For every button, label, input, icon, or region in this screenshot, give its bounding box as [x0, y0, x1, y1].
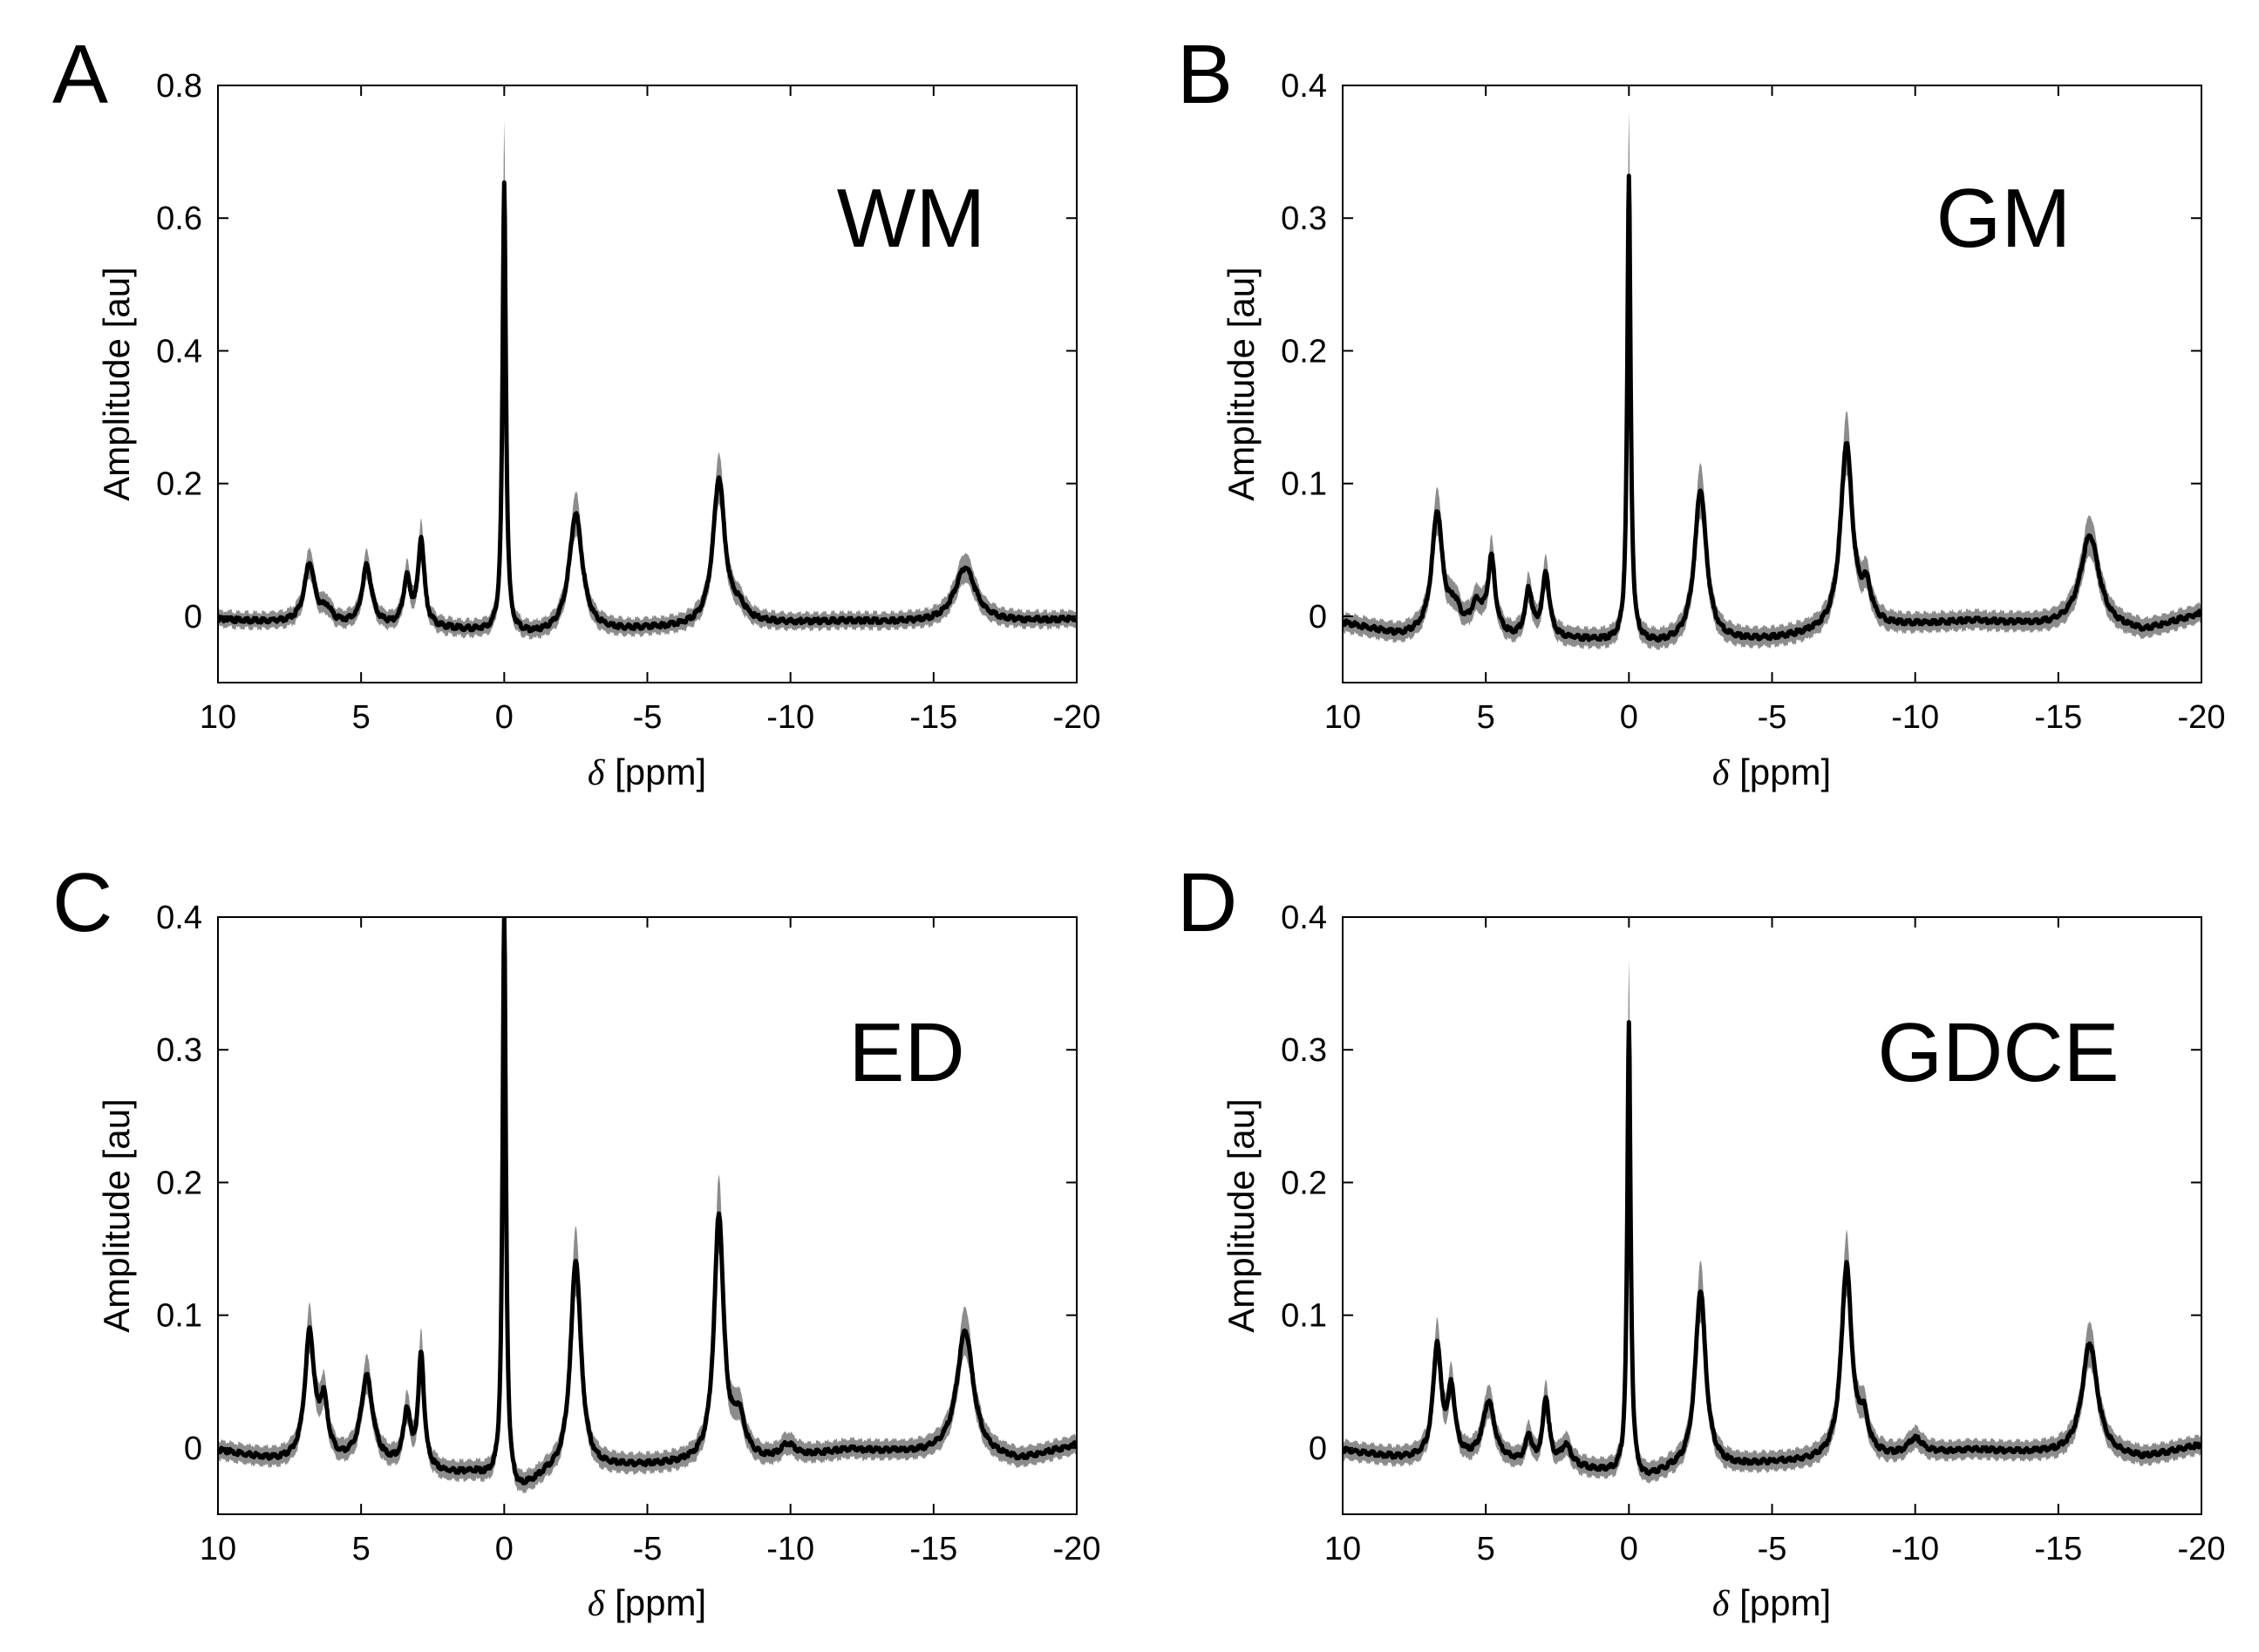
x-axis-label: δ [ppm]: [588, 1582, 706, 1624]
y-tick-label: 0.3: [1281, 1032, 1327, 1069]
x-axis-label: δ [ppm]: [1712, 751, 1831, 793]
x-tick-label: -20: [1053, 1531, 1101, 1567]
y-tick-label: 0.4: [156, 900, 202, 936]
x-tick-label: -15: [2034, 1531, 2082, 1567]
x-axis-symbol: δ: [588, 753, 606, 793]
x-axis-label: δ [ppm]: [588, 751, 706, 793]
y-tick-label: 0.3: [156, 1032, 202, 1069]
y-tick-label: 0.3: [1281, 201, 1327, 237]
x-tick-label: -15: [909, 1531, 957, 1567]
y-tick-label: 0.1: [1281, 1298, 1327, 1335]
mean-spectrum-line: [218, 180, 1077, 634]
panel-c: C 10 5 0 -5 -10 -15 -20 0 0.1 0.2 0.3 0.4 ED Amplit…: [52, 856, 1101, 1624]
region-label: GDCE: [1877, 1006, 2119, 1099]
y-tick-label: 0.4: [156, 333, 202, 370]
x-tick-label: 5: [1477, 699, 1495, 736]
panel-letter: A: [52, 28, 108, 121]
panel-letter: D: [1177, 856, 1237, 949]
x-tick-label: 0: [1620, 1531, 1638, 1567]
x-tick-label: 10: [1324, 1531, 1361, 1567]
x-tick-label: 0: [495, 1531, 514, 1567]
plot-series: [218, 119, 1077, 641]
y-tick-label: 0: [1309, 599, 1327, 636]
y-tick-label: 0.2: [1281, 333, 1327, 370]
panel-b: B 10 5 0 -5 -10 -15 -20 0 0.1 0.2 0.3 0.4 GM Amplit…: [1177, 28, 2225, 793]
plot-series: [1343, 958, 2201, 1485]
mean-spectrum-line: [1343, 1020, 2201, 1477]
y-tick-label: 0: [184, 599, 202, 636]
y-axis-label: Amplitude [au]: [1221, 1098, 1262, 1333]
std-band: [218, 917, 1077, 1494]
std-band: [1343, 110, 2201, 651]
x-tick-label: 10: [200, 699, 236, 736]
plot-area: 10 5 0 -5 -10 -15 -20 0 0.2 0.4 0.6 0.8: [156, 68, 1100, 736]
y-tick-label: 0.4: [1281, 68, 1327, 105]
y-tick-label: 0.8: [156, 68, 202, 105]
plot-area: 10 5 0 -5 -10 -15 -20 0 0.1 0.2 0.3 0.4: [1281, 900, 2225, 1567]
x-tick-label: -5: [633, 1531, 663, 1567]
plot-series: [1343, 110, 2201, 651]
region-label: WM: [837, 172, 986, 265]
x-tick-label: -15: [909, 699, 957, 736]
x-tick-label: 5: [352, 699, 371, 736]
x-axis-symbol: δ: [588, 1584, 606, 1624]
x-axis-unit: [ppm]: [615, 1582, 706, 1623]
plot-area: 10 5 0 -5 -10 -15 -20 0 0.1 0.2 0.3 0.4: [156, 900, 1101, 1567]
x-tick-label: -10: [766, 699, 814, 736]
panel-a: A 10 5 0 -5 -10 -15 -20 0 0.2 0.4 0.6 0.8 WM Amplit…: [52, 28, 1100, 793]
x-tick-label: -15: [2034, 699, 2082, 736]
x-tick-label: -20: [1053, 699, 1101, 736]
mean-spectrum-line: [218, 917, 1077, 1485]
x-tick-label: -10: [1891, 1531, 1939, 1567]
region-label: GM: [1936, 172, 2072, 265]
x-axis-unit: [ppm]: [1739, 751, 1831, 792]
x-tick-label: -5: [1758, 1531, 1787, 1567]
x-axis-label: δ [ppm]: [1712, 1582, 1831, 1624]
y-tick-label: 0.2: [156, 1165, 202, 1201]
y-tick-label: 0: [1309, 1431, 1327, 1467]
x-tick-label: 0: [495, 699, 514, 736]
x-tick-label: 0: [1620, 699, 1638, 736]
y-tick-label: 0.2: [156, 466, 202, 503]
x-tick-label: 5: [352, 1531, 371, 1567]
x-tick-label: -5: [1758, 699, 1787, 736]
x-tick-label: -5: [633, 699, 663, 736]
region-label: ED: [848, 1006, 964, 1099]
y-tick-label: 0.1: [156, 1298, 202, 1335]
x-tick-label: -20: [2178, 1531, 2226, 1567]
y-tick-label: 0.6: [156, 201, 202, 237]
x-tick-label: 10: [200, 1531, 236, 1567]
y-axis-label: Amplitude [au]: [1221, 267, 1262, 501]
y-axis-label: Amplitude [au]: [96, 1098, 137, 1333]
mean-spectrum-line: [1343, 173, 2201, 643]
y-tick-label: 0.2: [1281, 1165, 1327, 1201]
y-tick-label: 0: [184, 1431, 202, 1467]
x-axis-symbol: δ: [1712, 753, 1731, 793]
panel-d: D 10 5 0 -5 -10 -15 -20 0 0.1 0.2 0.3 0.4 GDCE Ampl…: [1177, 856, 2225, 1624]
y-tick-label: 0.4: [1281, 900, 1327, 936]
x-tick-label: -20: [2178, 699, 2226, 736]
x-axis-unit: [ppm]: [1739, 1582, 1831, 1623]
y-tick-label: 0.1: [1281, 466, 1327, 503]
x-tick-label: -10: [1891, 699, 1939, 736]
x-tick-label: 10: [1324, 699, 1361, 736]
panel-letter: C: [52, 856, 112, 949]
panel-letter: B: [1177, 28, 1233, 121]
x-axis-symbol: δ: [1712, 1584, 1731, 1624]
plot-area: 10 5 0 -5 -10 -15 -20 0 0.1 0.2 0.3 0.4: [1281, 68, 2225, 736]
x-axis-unit: [ppm]: [615, 751, 706, 792]
y-axis-label: Amplitude [au]: [96, 267, 137, 501]
x-tick-label: 5: [1477, 1531, 1495, 1567]
plot-series: [218, 917, 1077, 1494]
x-tick-label: -10: [766, 1531, 814, 1567]
